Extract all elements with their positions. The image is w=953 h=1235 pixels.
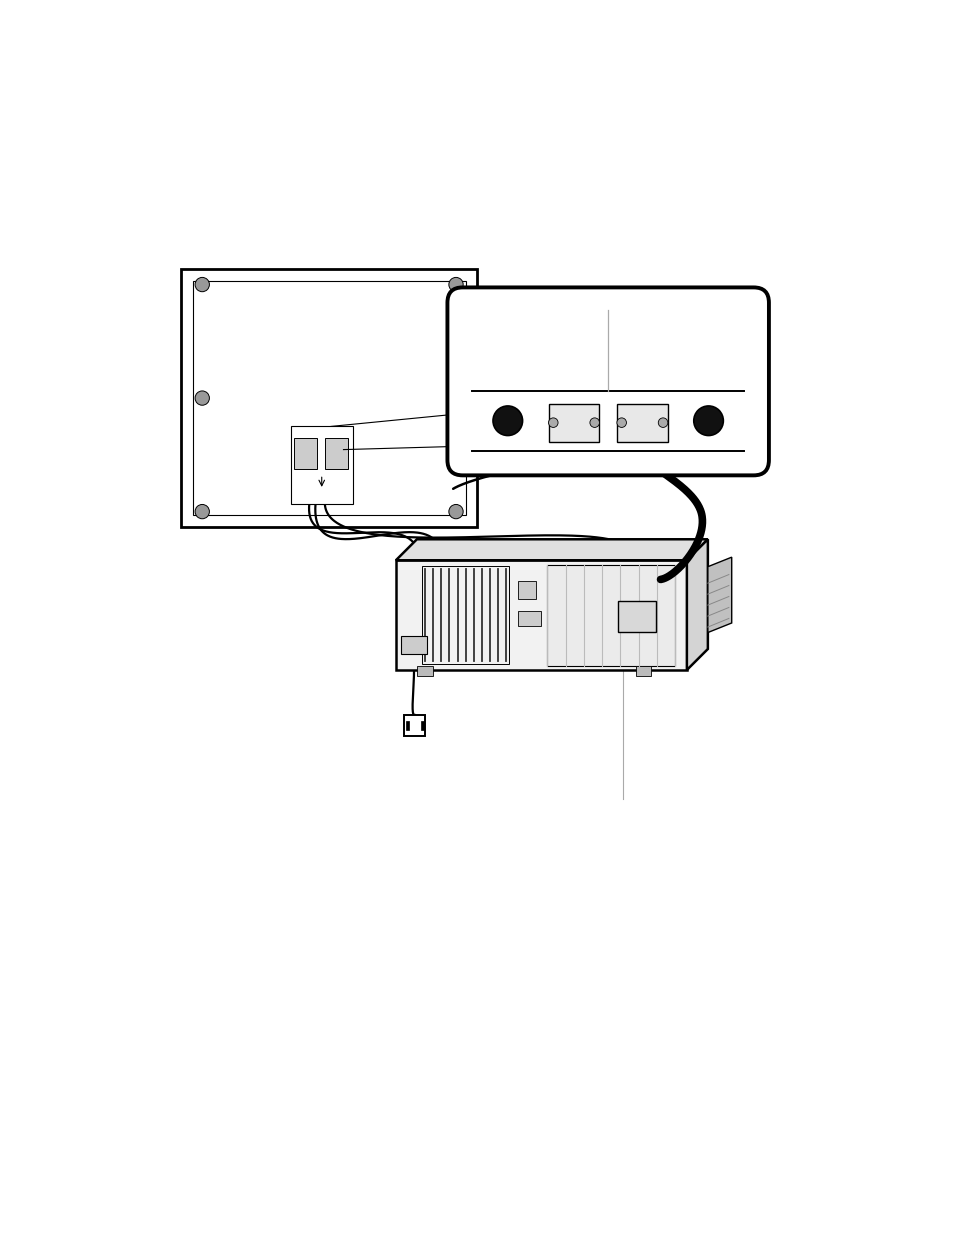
Polygon shape — [707, 557, 731, 632]
Bar — [204, 421, 301, 504]
Circle shape — [448, 278, 462, 291]
Circle shape — [448, 391, 462, 405]
Circle shape — [617, 417, 626, 427]
Bar — [617, 404, 667, 442]
FancyBboxPatch shape — [447, 288, 768, 475]
Bar — [421, 566, 509, 664]
Bar — [547, 564, 675, 666]
Bar — [400, 636, 427, 653]
Circle shape — [658, 417, 667, 427]
Circle shape — [194, 391, 210, 405]
Bar — [356, 421, 454, 504]
Circle shape — [194, 504, 210, 519]
Bar — [517, 611, 540, 626]
Circle shape — [693, 406, 722, 436]
Bar — [617, 601, 656, 631]
Bar — [204, 421, 301, 504]
Circle shape — [589, 417, 598, 427]
Bar — [325, 438, 348, 469]
Bar — [193, 280, 465, 515]
Bar — [635, 666, 650, 676]
Bar — [517, 582, 535, 599]
Polygon shape — [686, 540, 707, 669]
Circle shape — [194, 278, 210, 291]
Bar — [294, 438, 317, 469]
Polygon shape — [395, 540, 707, 561]
Bar — [404, 715, 425, 736]
Bar — [204, 293, 454, 414]
Bar — [395, 561, 686, 669]
Bar — [291, 426, 353, 504]
Bar — [356, 421, 454, 504]
Circle shape — [548, 417, 558, 427]
Bar — [181, 269, 476, 527]
Circle shape — [493, 406, 522, 436]
Bar — [204, 293, 454, 414]
Bar — [406, 720, 409, 730]
Bar — [420, 720, 423, 730]
Circle shape — [448, 504, 462, 519]
Bar — [416, 666, 432, 676]
Bar — [548, 404, 598, 442]
